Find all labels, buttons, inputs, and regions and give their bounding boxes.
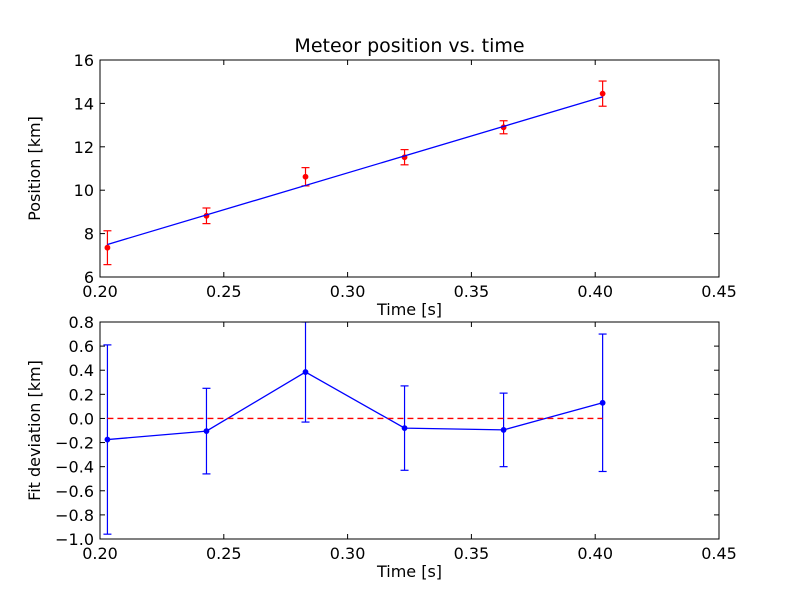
- x-tick-label: 0.45: [701, 544, 737, 563]
- y-tick-label: 10: [74, 181, 94, 200]
- x-tick-label: 0.25: [206, 544, 242, 563]
- data-point: [104, 436, 111, 443]
- y-tick-label: 8: [84, 225, 94, 244]
- data-point: [599, 399, 606, 406]
- y-axis-label: Position [km]: [25, 116, 44, 221]
- y-tick-label: 0.2: [69, 385, 94, 404]
- data-point: [401, 425, 408, 431]
- data-point: [302, 369, 309, 375]
- x-tick-label: 0.25: [206, 282, 242, 301]
- x-axis-label: Time [s]: [376, 562, 442, 581]
- subplot-2: 0.20 0.25 0.30 0.35 0.40 0.45 −1.0 −0.8 −0.6 −0.4…: [25, 313, 737, 581]
- data-point: [104, 244, 111, 251]
- y-tick-label: 12: [74, 138, 94, 157]
- y-tick-label: −0.8: [55, 506, 94, 525]
- x-tick-label: 0.20: [82, 282, 118, 301]
- y-tick-label: 0.0: [69, 409, 94, 428]
- data-point: [599, 90, 606, 97]
- plot-marks: [103, 80, 607, 266]
- plot-area: [99, 321, 720, 540]
- plot-area: [99, 59, 720, 278]
- y-tick-label: 14: [74, 94, 94, 113]
- y-tick-label: 6: [84, 268, 94, 287]
- deviation-line: [107, 371, 603, 441]
- x-tick-label: 0.40: [577, 544, 613, 563]
- y-tick-label: 0.4: [69, 361, 94, 380]
- chart-title: Meteor position vs. time: [294, 35, 524, 57]
- x-tick-label: 0.35: [454, 544, 490, 563]
- x-tick-label: 0.40: [577, 282, 613, 301]
- data-point: [302, 173, 309, 180]
- fit-line: [107, 96, 603, 246]
- x-tick-label: 0.45: [701, 282, 737, 301]
- y-tick-label: 16: [74, 51, 94, 70]
- subplot-1: 0.20 0.25 0.30 0.35 0.40 0.45 6 8 10 12 14 16 Time […: [25, 35, 737, 319]
- data-point: [203, 428, 210, 435]
- x-axis-label: Time [s]: [376, 300, 442, 319]
- data-point: [500, 426, 507, 433]
- y-tick-label: −0.4: [55, 458, 94, 477]
- y-tick-label: 0.8: [69, 313, 94, 332]
- y-axis-label: Fit deviation [km]: [25, 360, 44, 501]
- x-tick-label: 0.20: [82, 544, 118, 563]
- x-tick-label: 0.30: [330, 282, 366, 301]
- y-tick-label: −1.0: [55, 530, 94, 549]
- plot-border: [99, 59, 720, 278]
- plot-marks: [103, 322, 607, 535]
- y-tick-label: −0.6: [55, 482, 94, 501]
- x-tick-label: 0.35: [454, 282, 490, 301]
- x-tick-label: 0.30: [330, 544, 366, 563]
- plot-border: [99, 321, 720, 540]
- y-tick-label: 0.6: [69, 337, 94, 356]
- y-tick-label: −0.2: [55, 434, 94, 453]
